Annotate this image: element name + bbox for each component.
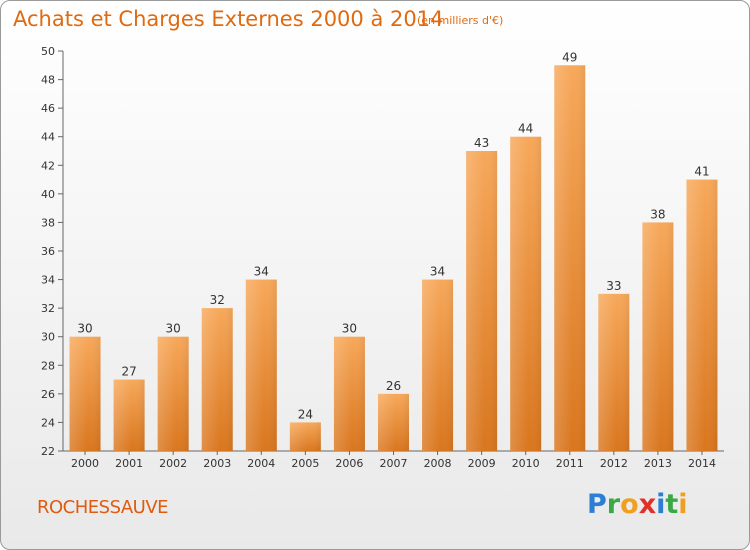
bar-shade [422,279,454,451]
data-label: 26 [386,379,401,393]
x-tick-label: 2005 [291,457,319,470]
y-tick-label: 26 [41,388,55,401]
bar-shade [113,379,145,451]
x-tick-label: 2004 [247,457,275,470]
y-tick-label: 30 [41,331,55,344]
y-tick-label: 24 [41,416,55,429]
y-tick-label: 40 [41,188,55,201]
bar-shade [69,336,101,451]
data-label: 41 [694,165,709,179]
x-tick-label: 2014 [688,457,716,470]
data-label: 34 [254,265,269,279]
bar-shade [598,293,630,451]
bar-shade [378,393,409,451]
bar-shade [157,336,189,451]
y-tick-label: 28 [41,359,55,372]
x-tick-label: 2008 [424,457,452,470]
data-label: 30 [166,322,181,336]
bar-shade [510,136,542,451]
y-tick-label: 48 [41,74,55,87]
bar-shade [245,279,277,451]
logo-letter: x [638,489,657,520]
data-label: 33 [606,279,621,293]
data-label: 24 [298,407,313,421]
data-label: 34 [430,265,445,279]
x-tick-label: 2010 [512,457,540,470]
x-tick-label: 2013 [644,457,672,470]
bar-shade [554,65,586,452]
x-tick-label: 2000 [71,457,99,470]
logo-letter: P [587,489,607,520]
y-tick-label: 34 [41,274,55,287]
logo-letter: o [620,489,639,520]
chart-subtitle: (en milliers d'€) [417,14,504,27]
x-tick-label: 2012 [600,457,628,470]
logo-letter: r [606,489,621,520]
y-tick-label: 38 [41,216,55,229]
y-tick-label: 50 [41,45,55,58]
y-tick-label: 32 [41,302,55,315]
chart-title: Achats et Charges Externes 2000 à 2014 [13,7,444,31]
data-label: 27 [121,365,136,379]
x-tick-label: 2003 [203,457,231,470]
bar-shade [201,308,233,451]
y-tick-label: 22 [41,445,55,458]
x-tick-label: 2001 [115,457,143,470]
data-label: 49 [562,50,577,64]
data-label: 38 [650,207,665,221]
x-tick-label: 2006 [335,457,363,470]
x-tick-label: 2011 [556,457,584,470]
x-tick-label: 2002 [159,457,187,470]
proxiti-logo: Proxiti [587,489,688,520]
data-label: 30 [342,322,357,336]
data-label: 44 [518,122,533,136]
data-label: 43 [474,136,489,150]
x-tick-label: 2007 [380,457,408,470]
data-label: 30 [77,322,92,336]
logo-letter: i [656,489,666,520]
y-tick-label: 36 [41,245,55,258]
logo-letter: t [665,489,679,520]
bar-shade [333,336,365,451]
data-label: 32 [210,293,225,307]
bar-shade [642,222,674,451]
bar-shade [289,422,321,451]
y-tick-label: 46 [41,102,55,115]
y-tick-label: 42 [41,159,55,172]
y-tick-label: 44 [41,131,55,144]
commune-name: ROCHESSAUVE [37,497,169,518]
bar-shade [466,151,498,451]
x-tick-label: 2009 [468,457,496,470]
bar-shade [686,179,718,452]
logo-letter: i [678,489,688,520]
